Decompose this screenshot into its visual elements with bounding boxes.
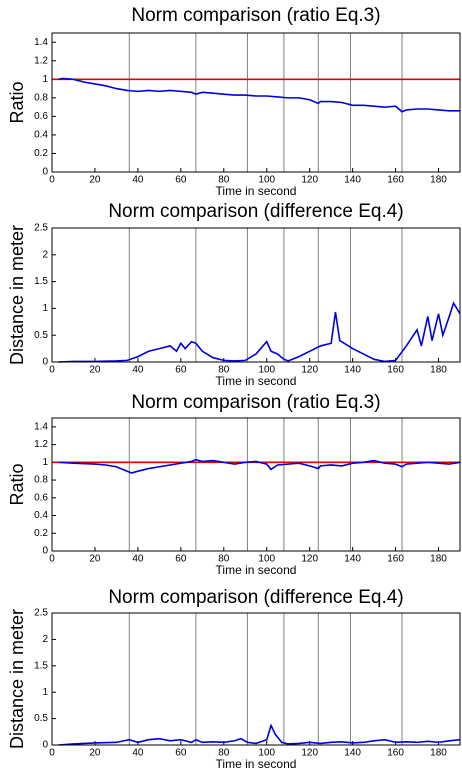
data-line (58, 723, 461, 746)
x-tick-label: 40 (132, 365, 144, 376)
y-tick-label: 0.8 (34, 475, 48, 486)
plot-frame (51, 227, 461, 363)
x-tick-label: 180 (430, 554, 447, 565)
x-tick-label: 0 (49, 748, 55, 759)
y-tick-label: 1 (42, 74, 48, 85)
x-tick-label: 20 (89, 554, 101, 565)
y-tick-label: 0.4 (34, 510, 48, 521)
y-tick-label: 1.5 (34, 276, 48, 287)
x-tick-label: 160 (387, 365, 404, 376)
chart-title: Norm comparison (ratio Eq.3) (131, 392, 380, 413)
x-tick-label: 100 (258, 748, 275, 759)
x-tick-label: 160 (387, 748, 404, 759)
y-tick-label: 0 (42, 546, 48, 557)
x-tick-label: 80 (218, 748, 230, 759)
y-axis-label: Ratio (7, 463, 27, 505)
x-tick-label: 20 (89, 365, 101, 376)
x-tick-label: 160 (387, 554, 404, 565)
y-tick-label: 0.2 (34, 148, 48, 159)
y-tick-label: 1.5 (34, 660, 48, 671)
y-tick-label: 0 (42, 740, 48, 751)
x-tick-label: 180 (430, 365, 447, 376)
y-tick-label: 1 (42, 303, 48, 314)
x-tick-label: 100 (258, 554, 275, 565)
y-tick-label: 0.6 (34, 111, 48, 122)
y-tick-label: 2.5 (34, 223, 48, 234)
y-tick-label: 1.2 (34, 55, 48, 66)
x-tick-label: 120 (301, 365, 318, 376)
x-tick-label: 100 (258, 175, 275, 186)
x-tick-label: 20 (89, 748, 101, 759)
data-line (58, 301, 461, 363)
x-tick-label: 180 (430, 748, 447, 759)
x-tick-label: 120 (301, 748, 318, 759)
y-tick-label: 0.8 (34, 93, 48, 104)
x-tick-label: 60 (175, 554, 187, 565)
x-tick-label: 100 (258, 365, 275, 376)
x-tick-label: 160 (387, 175, 404, 186)
x-axis-label: Time in second (216, 184, 297, 198)
y-tick-label: 0.6 (34, 492, 48, 503)
y-axis-label: Ratio (7, 81, 27, 123)
x-tick-label: 0 (49, 175, 55, 186)
x-tick-label: 60 (175, 748, 187, 759)
x-axis-label: Time in second (216, 374, 297, 388)
x-tick-label: 60 (175, 365, 187, 376)
x-tick-label: 120 (301, 554, 318, 565)
y-axis-label: Distance in meter (7, 225, 27, 365)
plot-frame (51, 417, 461, 552)
chart-title: Norm comparison (ratio Eq.3) (131, 5, 380, 26)
y-tick-label: 2 (42, 249, 48, 260)
x-tick-label: 180 (430, 175, 447, 186)
y-tick-label: 1 (42, 687, 48, 698)
x-tick-label: 140 (344, 365, 361, 376)
x-axis-label: Time in second (216, 757, 297, 771)
y-tick-label: 1.4 (34, 422, 48, 433)
x-tick-label: 80 (218, 175, 230, 186)
y-tick-label: 0.4 (34, 130, 48, 141)
x-tick-label: 140 (344, 554, 361, 565)
x-tick-label: 140 (344, 748, 361, 759)
plot-frame (51, 32, 461, 173)
y-tick-label: 0.5 (34, 713, 48, 724)
y-tick-label: 2 (42, 634, 48, 645)
y-tick-label: 2.5 (34, 608, 48, 619)
chart-title: Norm comparison (difference Eq.4) (108, 201, 403, 222)
y-tick-label: 1 (42, 457, 48, 468)
x-tick-label: 40 (132, 175, 144, 186)
x-axis-label: Time in second (216, 563, 297, 577)
x-tick-label: 40 (132, 554, 144, 565)
x-tick-label: 80 (218, 554, 230, 565)
y-axis-label: Distance in meter (7, 609, 27, 749)
data-line (58, 77, 460, 113)
x-tick-label: 40 (132, 748, 144, 759)
chart-title: Norm comparison (difference Eq.4) (108, 587, 403, 608)
x-tick-label: 60 (175, 175, 187, 186)
plot-frame (51, 612, 461, 746)
x-tick-label: 0 (49, 554, 55, 565)
y-tick-label: 0.5 (34, 330, 48, 341)
y-tick-label: 0.2 (34, 528, 48, 539)
x-tick-label: 20 (89, 175, 101, 186)
y-tick-label: 0 (42, 167, 48, 178)
x-tick-label: 140 (344, 175, 361, 186)
y-tick-label: 1.4 (34, 37, 48, 48)
y-tick-label: 1.2 (34, 439, 48, 450)
x-tick-label: 0 (49, 365, 55, 376)
data-line (58, 458, 461, 474)
x-tick-label: 80 (218, 365, 230, 376)
y-tick-label: 0 (42, 357, 48, 368)
x-tick-label: 120 (301, 175, 318, 186)
